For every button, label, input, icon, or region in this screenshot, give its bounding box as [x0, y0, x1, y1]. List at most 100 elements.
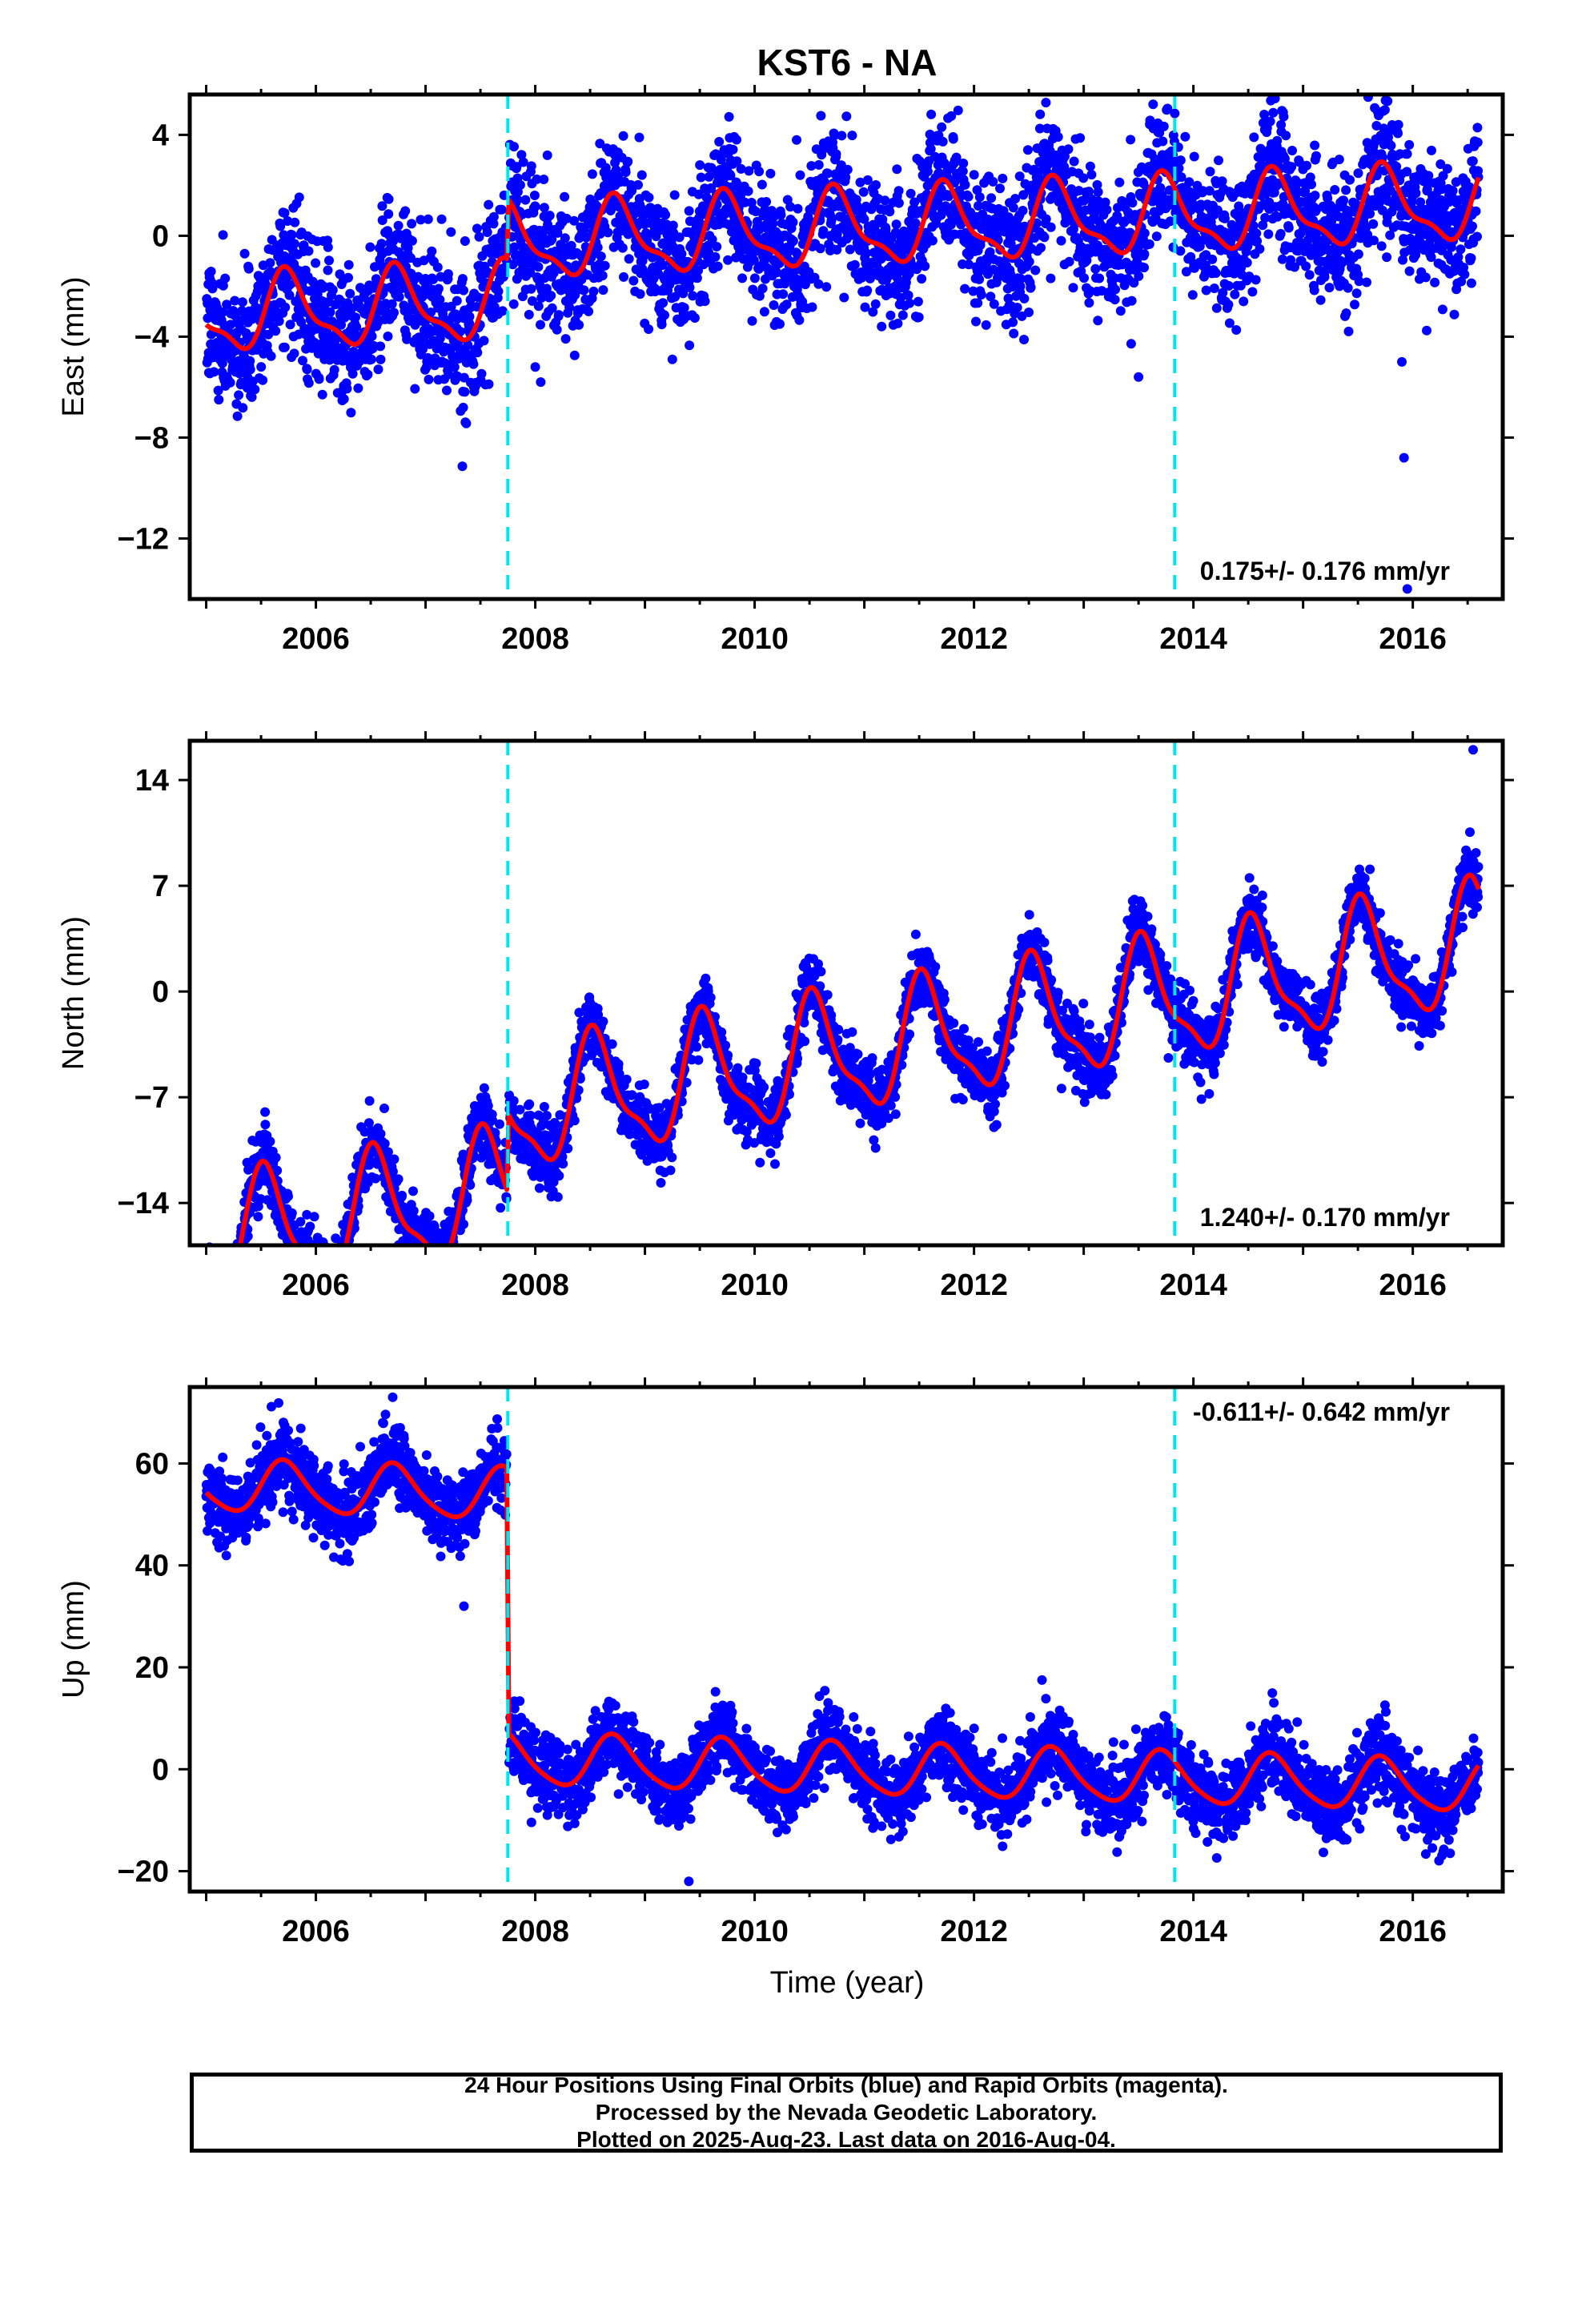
data-point — [1205, 167, 1215, 177]
data-point — [428, 1253, 438, 1263]
data-point — [219, 1266, 229, 1276]
data-point — [732, 156, 742, 167]
data-point — [891, 219, 901, 230]
data-point — [232, 1265, 242, 1275]
data-point — [288, 1253, 298, 1263]
data-point — [768, 219, 778, 228]
data-point — [428, 1247, 437, 1256]
data-point — [275, 221, 286, 231]
data-point — [541, 283, 552, 294]
data-point — [211, 1257, 220, 1267]
data-point — [433, 1273, 443, 1282]
data-point — [444, 369, 454, 380]
data-point — [207, 1273, 217, 1283]
data-point — [432, 1255, 441, 1265]
data-point — [239, 248, 250, 259]
data-point — [661, 210, 671, 220]
data-point — [1127, 198, 1138, 208]
data-point — [418, 1256, 428, 1266]
data-point — [222, 1256, 231, 1265]
data-point — [636, 170, 647, 180]
data-point — [324, 255, 334, 266]
data-point — [424, 1211, 435, 1221]
data-point — [414, 1252, 424, 1262]
data-point — [1302, 160, 1311, 171]
data-point — [765, 168, 776, 179]
data-point — [220, 273, 231, 283]
data-point — [324, 1306, 334, 1316]
chart-title: KST6 - NA — [757, 42, 938, 83]
data-point — [1365, 208, 1375, 219]
data-point — [547, 234, 557, 244]
data-point — [211, 1300, 221, 1309]
data-point — [233, 1261, 243, 1271]
data-point — [1041, 98, 1051, 108]
data-point — [877, 214, 888, 224]
data-point — [1345, 175, 1355, 185]
data-point — [524, 309, 534, 320]
data-point — [424, 374, 434, 384]
data-point — [1064, 256, 1074, 267]
data-point — [1211, 268, 1221, 278]
data-point — [439, 1277, 448, 1287]
data-point — [1026, 282, 1036, 292]
data-point — [619, 271, 628, 282]
data-point — [389, 1154, 400, 1164]
data-point — [695, 160, 705, 171]
data-point — [892, 164, 902, 175]
data-point — [973, 298, 983, 308]
data-point — [472, 348, 483, 358]
data-point — [440, 1254, 449, 1264]
data-point — [218, 1278, 227, 1288]
data-point — [464, 312, 475, 322]
data-point — [781, 300, 792, 310]
data-point — [347, 368, 358, 379]
data-point — [218, 280, 228, 291]
data-point — [1301, 261, 1311, 271]
data-point — [1114, 177, 1125, 187]
data-point — [210, 1289, 219, 1299]
data-point — [260, 1120, 271, 1130]
data-point — [1255, 243, 1265, 254]
data-point — [484, 199, 494, 210]
data-point — [1277, 254, 1287, 264]
data-point — [323, 1259, 333, 1269]
data-point — [206, 1280, 215, 1289]
data-point — [751, 207, 761, 216]
data-point — [235, 1256, 245, 1265]
data-point — [509, 242, 520, 252]
data-point — [230, 296, 240, 306]
data-point — [1460, 269, 1470, 279]
data-point — [287, 230, 297, 240]
data-point — [1094, 273, 1105, 283]
data-point — [307, 1254, 317, 1264]
data-point — [716, 155, 726, 165]
x-tick-label: 2012 — [940, 622, 1008, 656]
data-point — [1201, 285, 1211, 296]
data-point — [741, 245, 752, 255]
data-point — [319, 1259, 329, 1269]
data-point — [339, 394, 349, 404]
data-point — [785, 202, 796, 212]
data-point — [416, 215, 426, 225]
data-point — [560, 334, 571, 344]
data-point — [375, 341, 386, 352]
data-point — [229, 1259, 239, 1269]
data-point — [220, 1303, 230, 1313]
data-point — [1175, 246, 1186, 256]
data-point — [1207, 254, 1218, 264]
data-point — [1209, 283, 1219, 293]
data-point — [401, 1252, 411, 1262]
data-point — [441, 1275, 451, 1285]
data-point — [227, 1289, 236, 1299]
data-point — [428, 274, 439, 284]
data-point — [234, 1248, 243, 1257]
data-point — [203, 1280, 212, 1289]
data-point — [657, 260, 668, 270]
data-point — [223, 1296, 232, 1305]
data-point — [1382, 252, 1392, 263]
data-point — [468, 359, 479, 369]
data-point — [1024, 308, 1034, 317]
data-point — [723, 255, 733, 265]
data-point — [1379, 105, 1390, 115]
